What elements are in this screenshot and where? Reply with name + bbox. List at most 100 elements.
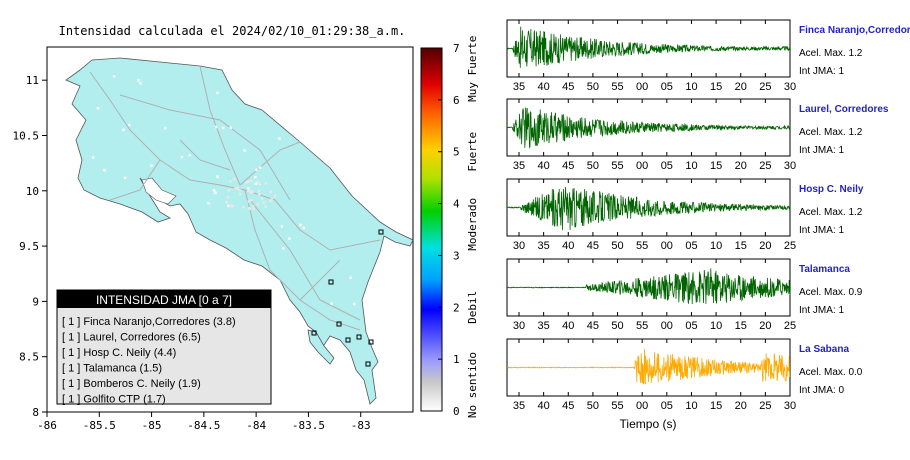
- waveform-tick-label: 15: [735, 320, 747, 332]
- map-x-tick-label: -86: [37, 419, 57, 432]
- waveform-panels: 35 40 45 50 55 00 05 10 15 20 25 30 Finca Naranjo,Co…: [506, 19, 910, 412]
- legend-items: [ 1 ] Finca Naranjo,Corredores (3.8) [ 1 …: [62, 316, 236, 406]
- osa-peninsula: [307, 329, 335, 365]
- town-dot: [238, 188, 241, 192]
- town-dot: [280, 225, 284, 228]
- legend-header-bar: [57, 290, 271, 308]
- town-dot: [111, 280, 115, 284]
- map-x-tick-label: -83: [351, 419, 371, 432]
- town-dot: [96, 107, 100, 110]
- town-dot: [249, 199, 253, 202]
- map-y-tick-label: 10.5: [13, 129, 40, 142]
- town-dot: [238, 192, 242, 196]
- waveform-tick-label: 05: [685, 320, 697, 332]
- map-y-tick-label: 9: [32, 295, 39, 308]
- town-dot: [249, 179, 253, 183]
- town-dot: [298, 101, 301, 105]
- waveform-tick-label: 35: [513, 160, 525, 172]
- station-int: Int JMA: 1: [799, 66, 844, 77]
- waveform-tick-label: 40: [562, 240, 574, 252]
- waveform-panel: 30 35 40 45 50 55 00 05 10 15 20 25 Talamanca Acel. M…: [506, 258, 863, 332]
- town-dot: [278, 107, 281, 111]
- station-acel: Acel. Max. 1.2: [799, 127, 863, 138]
- map-x-tick-label: -84.5: [187, 419, 220, 432]
- colorbar-tick-label: 2: [453, 301, 460, 314]
- town-dot: [247, 180, 250, 183]
- town-markers: [91, 75, 361, 311]
- town-dot: [207, 202, 210, 205]
- colorbar-tick-label: 7: [453, 42, 460, 55]
- waveform-tick-label: 35: [538, 320, 550, 332]
- town-dot: [352, 302, 356, 306]
- waveform-tick-label: 15: [710, 400, 722, 412]
- station-acel: Acel. Max. 0.0: [799, 367, 863, 378]
- legend-item: [ 1 ] Hosp C. Neily (4.4): [62, 347, 176, 359]
- waveform-tick-label: 55: [636, 320, 648, 332]
- town-dot: [254, 175, 257, 179]
- town-dot: [112, 75, 116, 78]
- colorbar-label: Moderado: [466, 198, 479, 251]
- town-dot: [246, 186, 250, 190]
- town-dot: [255, 168, 258, 172]
- station-int: Int JMA: 1: [799, 225, 844, 236]
- waveform-tick-label: 50: [587, 81, 599, 93]
- town-dot: [251, 190, 254, 194]
- colorbar-tick-label: 1: [453, 353, 460, 366]
- town-dot: [269, 199, 272, 203]
- town-dot: [212, 188, 216, 192]
- town-dot: [91, 156, 95, 159]
- waveform-tick-label: 25: [759, 400, 771, 412]
- legend-item: [ 1 ] Golfito CTP (1.7): [62, 394, 166, 406]
- town-dot: [260, 197, 264, 200]
- waveform-tick-label: 50: [587, 160, 599, 172]
- town-dot: [330, 302, 333, 305]
- waveform-tick-label: 10: [685, 160, 697, 172]
- legend-item: [ 1 ] Laurel, Corredores (6.5): [62, 332, 201, 344]
- town-dot: [128, 123, 131, 127]
- waveform-tick-label: 50: [611, 320, 623, 332]
- town-dot: [163, 126, 167, 130]
- town-dot: [248, 207, 251, 211]
- town-dot: [217, 279, 221, 282]
- town-dot: [270, 198, 273, 201]
- town-dot: [241, 205, 245, 209]
- waveform-tick-label: 20: [735, 400, 747, 412]
- town-dot: [245, 75, 248, 79]
- town-dot: [240, 269, 243, 272]
- waveform-tick-label: 15: [735, 240, 747, 252]
- waveform-tick-label: 10: [710, 240, 722, 252]
- town-dot: [254, 182, 257, 186]
- town-dot: [252, 207, 255, 211]
- town-dot: [278, 137, 281, 140]
- station-name: Hosp C. Neily: [799, 184, 864, 195]
- town-dot: [234, 187, 237, 190]
- town-dot: [214, 125, 218, 129]
- intensity-legend: INTENSIDAD JMA [0 a 7] [ 1 ] Finca Naran…: [56, 289, 272, 406]
- town-dot: [246, 189, 250, 192]
- waveform-tick-label: 10: [685, 400, 697, 412]
- town-dot: [216, 175, 219, 178]
- town-dot: [231, 204, 234, 208]
- waveform-tick-label: 20: [735, 160, 747, 172]
- waveform-tick-label: 10: [685, 81, 697, 93]
- waveform-tick-label: 20: [735, 81, 747, 93]
- waveform-tick-label: 30: [513, 240, 525, 252]
- town-dot: [125, 260, 128, 263]
- town-dot: [139, 82, 142, 85]
- waveform-tick-label: 45: [587, 240, 599, 252]
- waveform-panel: 35 40 45 50 55 00 05 10 15 20 25 30 La Sabana Acel. M…: [506, 338, 863, 412]
- legend-header: INTENSIDAD JMA [0 a 7]: [96, 293, 232, 307]
- waveform-tick-label: 30: [784, 81, 796, 93]
- town-dot: [188, 154, 191, 157]
- town-dot: [251, 205, 255, 208]
- waveform-tick-label: 05: [685, 240, 697, 252]
- town-dot: [221, 126, 225, 130]
- colorbar-label: No sentido: [466, 352, 479, 418]
- map-y-ticks: 8 8.5 9 9.5 10 10.5 11: [13, 74, 47, 419]
- station-acel: Acel. Max. 1.2: [799, 48, 863, 59]
- station-name: La Sabana: [799, 344, 849, 355]
- waveform-tick-label: 30: [513, 320, 525, 332]
- town-dot: [154, 269, 157, 272]
- station-acel: Acel. Max. 0.9: [799, 287, 863, 298]
